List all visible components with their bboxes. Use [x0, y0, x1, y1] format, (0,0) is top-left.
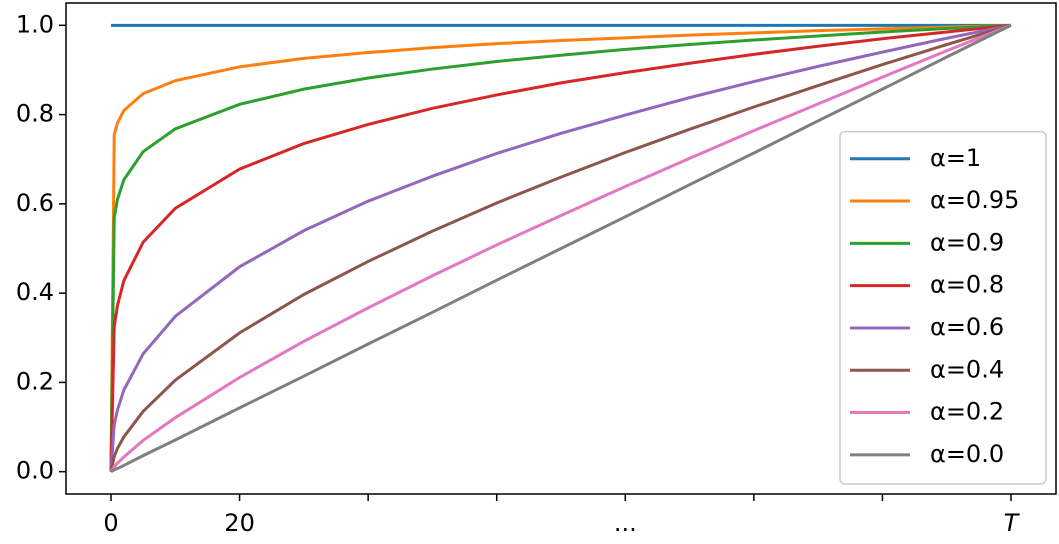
line [109, 23, 1012, 472]
legend-label: α=0.8 [930, 271, 1004, 299]
x-tick-label: 20 [224, 509, 255, 537]
x-tick-label: ... [614, 509, 637, 537]
legend-label: α=1 [930, 144, 981, 172]
y-tick-label: 0.6 [16, 189, 54, 217]
y-tick-label: 1.0 [16, 10, 54, 38]
line [109, 23, 1012, 472]
legend-label: α=0.4 [930, 355, 1004, 383]
x-tick-label: 0 [103, 509, 118, 537]
plot-frame [65, 2, 1057, 495]
legend: α=1 α=0.95 α=0.9 α=0.8 α=0.6 α=0.4 α=0.2 α=0.0 [839, 130, 1047, 485]
line [109, 23, 1012, 472]
line [109, 23, 1012, 472]
y-tick-label: 0.8 [16, 100, 54, 128]
legend-label: α=0.6 [930, 313, 1004, 341]
line [109, 23, 1012, 473]
legend-label: α=0.95 [930, 186, 1019, 214]
y-tick-label: 0.2 [16, 367, 54, 395]
legend-label: α=0.0 [930, 440, 1004, 468]
line [110, 23, 1012, 473]
legend-label: α=0.2 [930, 398, 1004, 426]
legend-box [839, 130, 1047, 485]
y-tick-label: 0.0 [16, 457, 54, 485]
y-tick-label: 0.4 [16, 278, 54, 306]
line [109, 23, 1012, 472]
legend-label: α=0.9 [930, 228, 1004, 256]
x-tick-label: T [1004, 509, 1021, 537]
